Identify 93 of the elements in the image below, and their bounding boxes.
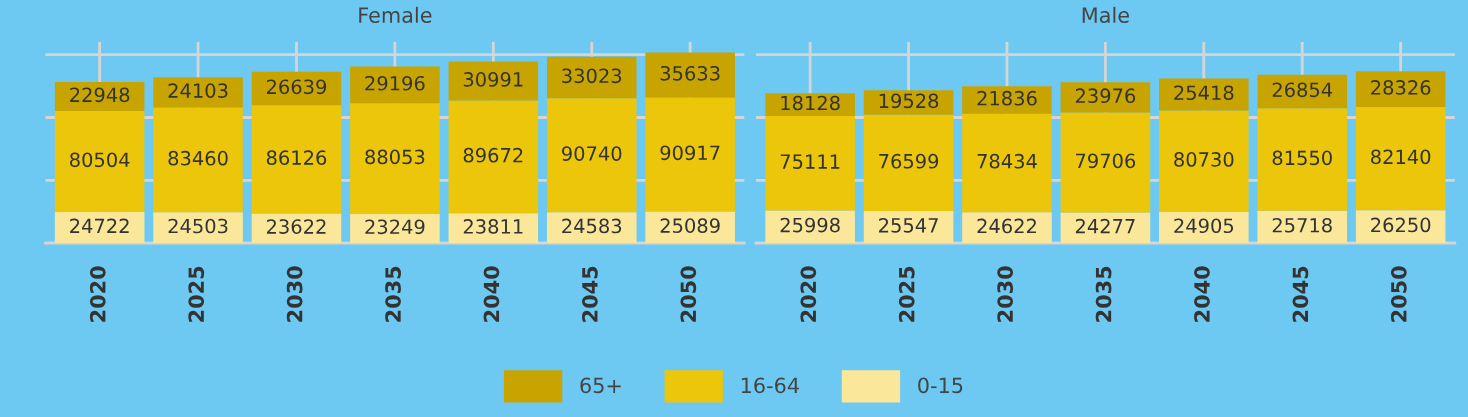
x-tick-label: 2025 bbox=[188, 266, 205, 322]
bar bbox=[962, 113, 1052, 213]
data-label: 35633 bbox=[660, 65, 720, 81]
x-tick-label: 2045 bbox=[582, 266, 598, 322]
bar bbox=[645, 52, 735, 98]
data-label: 26639 bbox=[266, 79, 327, 95]
data-label: 26250 bbox=[1371, 217, 1431, 233]
data-label: 24277 bbox=[1075, 218, 1135, 234]
bar bbox=[1257, 210, 1348, 244]
data-label: 80504 bbox=[70, 152, 130, 168]
data-label: 90740 bbox=[562, 146, 622, 161]
x-tick-label: 2040 bbox=[483, 266, 500, 322]
legend-label: 16-64 bbox=[741, 377, 799, 394]
data-label: 23811 bbox=[463, 219, 523, 234]
data-label: 25418 bbox=[1174, 85, 1234, 101]
x-tick-label: 2050 bbox=[680, 266, 697, 322]
x-tick-label: 2035 bbox=[385, 266, 401, 322]
data-label: 23249 bbox=[365, 219, 425, 235]
legend-label: 0-15 bbox=[918, 377, 963, 394]
bar bbox=[251, 213, 342, 244]
data-label: 86126 bbox=[266, 150, 327, 165]
data-label: 82140 bbox=[1371, 149, 1431, 165]
bar bbox=[54, 110, 145, 213]
data-label: 24905 bbox=[1174, 218, 1234, 234]
bar bbox=[1257, 108, 1348, 211]
chart-title: Female bbox=[359, 6, 432, 23]
bar bbox=[251, 105, 342, 214]
bar bbox=[350, 66, 440, 104]
data-label: 30991 bbox=[463, 72, 523, 87]
bar bbox=[863, 114, 954, 212]
x-tick-label: 2020 bbox=[800, 266, 817, 322]
bar bbox=[1159, 110, 1249, 212]
data-label: 80730 bbox=[1174, 152, 1234, 167]
bar bbox=[54, 212, 145, 244]
bar bbox=[448, 61, 539, 101]
bar bbox=[962, 212, 1052, 244]
data-label: 24622 bbox=[977, 218, 1036, 234]
data-label: 23622 bbox=[266, 219, 326, 234]
data-label: 24103 bbox=[168, 83, 228, 98]
bar bbox=[350, 103, 440, 214]
bar bbox=[1060, 112, 1151, 213]
bar bbox=[1355, 71, 1446, 107]
data-label: 29196 bbox=[365, 75, 425, 91]
x-tick-label: 2035 bbox=[1095, 266, 1112, 322]
bar bbox=[1355, 106, 1446, 211]
data-label: 79706 bbox=[1076, 153, 1136, 169]
bar bbox=[765, 116, 855, 211]
bar bbox=[448, 100, 539, 214]
data-label: 24722 bbox=[70, 218, 129, 233]
data-label: 25547 bbox=[879, 218, 938, 233]
data-label: 19528 bbox=[879, 93, 939, 109]
x-tick-label: 2045 bbox=[1292, 266, 1309, 322]
chart-title: Male bbox=[1082, 6, 1129, 23]
data-label: 78434 bbox=[977, 153, 1037, 169]
data-label: 21836 bbox=[977, 90, 1037, 106]
bar bbox=[962, 86, 1052, 114]
data-label: 75111 bbox=[780, 154, 840, 169]
bar bbox=[1355, 210, 1446, 244]
data-label: 18128 bbox=[781, 95, 840, 111]
bar bbox=[153, 107, 243, 213]
x-tick-label: 2030 bbox=[997, 266, 1014, 322]
data-label: 88053 bbox=[365, 149, 425, 165]
legend-label: 65+ bbox=[580, 377, 621, 394]
data-label: 90917 bbox=[660, 145, 720, 161]
data-label: 23976 bbox=[1075, 88, 1136, 104]
data-label: 83460 bbox=[168, 150, 228, 166]
bar bbox=[863, 211, 954, 244]
bar bbox=[1159, 78, 1249, 111]
bar bbox=[765, 210, 855, 244]
data-label: 22948 bbox=[70, 87, 130, 103]
data-label: 24503 bbox=[168, 218, 228, 234]
data-label: 26854 bbox=[1272, 82, 1333, 98]
data-label: 76599 bbox=[879, 153, 939, 169]
x-tick-label: 2040 bbox=[1194, 266, 1210, 322]
data-label: 25089 bbox=[660, 218, 720, 233]
bar bbox=[645, 97, 735, 212]
data-label: 89672 bbox=[463, 147, 523, 163]
bar bbox=[153, 77, 243, 108]
bar bbox=[1159, 211, 1249, 244]
data-label: 25998 bbox=[780, 217, 840, 233]
x-tick-label: 2030 bbox=[286, 266, 303, 322]
bar bbox=[546, 98, 637, 213]
bar bbox=[153, 212, 243, 244]
bar bbox=[546, 56, 637, 99]
x-tick-label: 2050 bbox=[1390, 266, 1407, 322]
x-tick-label: 2020 bbox=[89, 266, 106, 322]
data-label: 24583 bbox=[562, 218, 622, 234]
data-label: 81550 bbox=[1272, 150, 1332, 166]
x-tick-label: 2025 bbox=[898, 266, 915, 322]
data-label: 28326 bbox=[1371, 80, 1431, 95]
data-label: 33023 bbox=[562, 68, 622, 84]
bar bbox=[546, 212, 637, 244]
data-label: 25718 bbox=[1272, 217, 1332, 233]
